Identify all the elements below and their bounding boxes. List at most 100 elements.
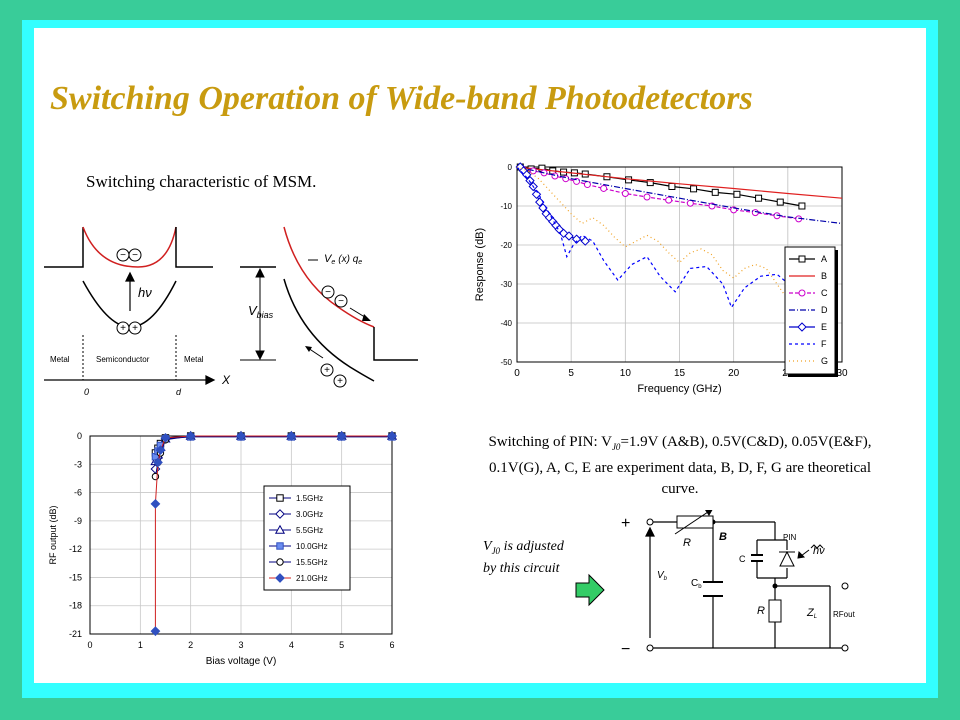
pin-chart-ytick-label: -40 bbox=[500, 319, 512, 328]
msm-chart-xlabel: Bias voltage (V) bbox=[206, 656, 277, 667]
plus-label: + bbox=[621, 515, 630, 532]
x-axis bbox=[44, 375, 216, 385]
circuit-wires bbox=[650, 521, 845, 649]
msm-series-5-point bbox=[150, 498, 161, 509]
svg-text:−: − bbox=[325, 287, 331, 298]
pin-chart-ytick-label: -10 bbox=[500, 202, 512, 211]
semiconductor-label: Semiconductor bbox=[96, 355, 150, 364]
pin-series-A-point bbox=[798, 202, 806, 210]
pin-legend-B-label: B bbox=[821, 271, 827, 281]
msm-chart-ytick-label: -12 bbox=[69, 544, 82, 554]
pin-legend-F-label: F bbox=[821, 339, 827, 349]
msm-legend-2-marker bbox=[274, 524, 286, 534]
msm-chart-ytick-label: -21 bbox=[69, 629, 82, 639]
pin-chart-xtick-label: 10 bbox=[620, 368, 632, 379]
msm-chart-ytick-label: -3 bbox=[74, 459, 82, 469]
svg-text:+: + bbox=[337, 376, 343, 387]
hole-drift-icon: + + bbox=[305, 346, 347, 388]
svg-text:+: + bbox=[120, 323, 126, 334]
r-top-label: R bbox=[683, 537, 691, 549]
pin-label: PIN bbox=[783, 533, 797, 542]
pin-caption: Switching of PIN: VJ0=1.9V (A&B), 0.5V(C… bbox=[488, 434, 872, 497]
pin-chart-ytick-label: 0 bbox=[508, 163, 513, 172]
pin-chart-xtick-label: 30 bbox=[836, 368, 848, 379]
msm-chart-xtick-label: 1 bbox=[138, 640, 143, 650]
msm-chart-xtick-label: 0 bbox=[87, 640, 92, 650]
msm-chart-legend: 1.5GHz 3.0GHz 5.5GHz 10.0GHz 15.5GHz 21.0GHz bbox=[263, 485, 351, 591]
pin-series-E-point bbox=[525, 175, 535, 186]
photon-wave-icon bbox=[797, 544, 824, 559]
msm-series-5-point bbox=[153, 457, 163, 468]
pin-legend-C-marker bbox=[798, 289, 806, 297]
msm-chart-ytick-label: -9 bbox=[74, 516, 82, 526]
pin-chart-ytick-label: -20 bbox=[500, 241, 512, 250]
msm-legend-5-marker bbox=[275, 573, 285, 583]
pin-series-A-point bbox=[733, 190, 741, 198]
pin-series-C-point bbox=[686, 199, 694, 207]
msm-series-5-point bbox=[336, 431, 347, 441]
pin-series-E-point bbox=[580, 236, 590, 246]
msm-series-5-point bbox=[160, 432, 171, 443]
hv-label: hν bbox=[138, 285, 152, 300]
pin-series-C-point bbox=[665, 196, 673, 204]
pin-legend-A-marker bbox=[798, 255, 806, 263]
pin-chart-ytick-label: -30 bbox=[500, 280, 512, 289]
capacitor-c-icon bbox=[751, 554, 763, 562]
msm-chart-ytick-label: -18 bbox=[69, 601, 82, 611]
pin-series-C-point bbox=[621, 190, 629, 198]
msm-legend-2-label: 5.5GHz bbox=[296, 526, 323, 535]
pin-series-A-point bbox=[646, 179, 654, 187]
bias-circuit-diagram: + − R B PIN C hν Vb Cb R ZL RFout bbox=[621, 510, 856, 658]
pin-series-E-point bbox=[522, 170, 532, 180]
pin-legend-D-label: D bbox=[821, 305, 828, 315]
msm-chart-xtick-label: 5 bbox=[339, 640, 344, 650]
msm-series-5-line bbox=[154, 435, 392, 632]
msm-legend-4-label: 15.5GHz bbox=[296, 558, 328, 567]
pin-series-G-line bbox=[516, 166, 799, 301]
msm-legend-0-label: 1.5GHz bbox=[296, 494, 323, 503]
right-arrow-icon bbox=[575, 573, 605, 607]
msm-chart-series bbox=[150, 430, 398, 637]
pin-legend-G-label: G bbox=[821, 356, 828, 366]
msm-series-5-point bbox=[155, 445, 166, 456]
rfout-label: RFout bbox=[833, 610, 856, 619]
msm-band-diagram: − − + + hν Metal Semiconductor Metal 0 d… bbox=[44, 226, 418, 397]
pin-series-D-line bbox=[516, 166, 843, 225]
svg-text:−: − bbox=[338, 296, 344, 307]
zl-label: ZL bbox=[806, 607, 817, 620]
msm-series-5-point bbox=[150, 626, 161, 637]
pin-legend-A-label: A bbox=[821, 254, 827, 264]
svg-text:+: + bbox=[324, 365, 330, 376]
pin-series-C-point bbox=[600, 184, 608, 192]
cb-label: Cb bbox=[691, 578, 702, 590]
msm-series-5-point bbox=[236, 431, 246, 441]
vbias-label: Vbias bbox=[248, 303, 274, 320]
msm-legend-4-marker bbox=[276, 558, 284, 566]
msm-chart-axes: 0 1 2 3 4 5 6 0 -3 -6 -9 -12 -15 -18 -21 bbox=[69, 431, 395, 650]
band-diagram-right bbox=[240, 226, 418, 382]
pin-series-A-point bbox=[776, 198, 784, 206]
msm-chart-ylabel: RF output (dB) bbox=[48, 505, 58, 564]
msm-chart-ytick-label: -15 bbox=[69, 572, 82, 582]
msm-series-5-point bbox=[387, 431, 397, 441]
pin-legend-E-label: E bbox=[821, 322, 827, 332]
pin-chart-plot-frame bbox=[516, 166, 843, 363]
vbias-arrow-icon bbox=[240, 267, 276, 361]
msm-legend-box bbox=[263, 485, 351, 591]
hole-pair-icon: + + bbox=[116, 321, 142, 335]
d-label: d bbox=[176, 387, 182, 397]
msm-legend-5-label: 21.0GHz bbox=[296, 574, 328, 583]
vb-label: Vb bbox=[657, 570, 668, 582]
pin-chart-xlabel: Frequency (GHz) bbox=[637, 383, 721, 395]
pin-chart-ylabel: Response (dB) bbox=[474, 228, 486, 301]
msm-chart-ytick-label: -6 bbox=[74, 488, 82, 498]
msm-chart-xtick-label: 4 bbox=[289, 640, 294, 650]
msm-chart-ytick-label: 0 bbox=[77, 431, 82, 441]
pin-chart-series bbox=[515, 162, 843, 316]
pin-series-C-point bbox=[643, 193, 651, 201]
x-axis-label: X bbox=[221, 373, 231, 387]
resistor-r-icon bbox=[768, 599, 782, 623]
msm-legend-0-marker bbox=[276, 494, 284, 502]
